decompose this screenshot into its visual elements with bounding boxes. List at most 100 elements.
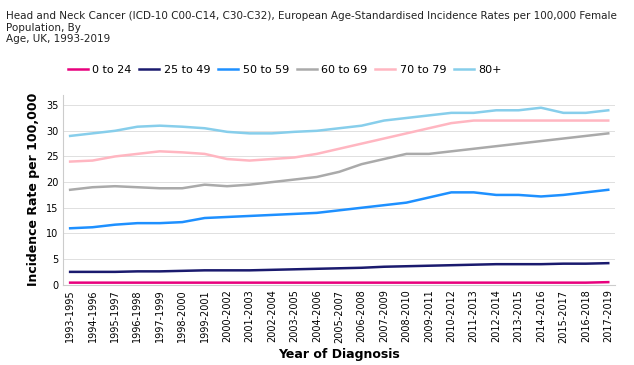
25 to 49 bbox=[380, 265, 388, 269]
Line: 0 to 24: 0 to 24 bbox=[70, 282, 608, 283]
80+ bbox=[380, 118, 388, 123]
25 to 49 bbox=[201, 268, 209, 273]
25 to 49 bbox=[582, 261, 590, 266]
0 to 24 bbox=[313, 280, 321, 285]
80+ bbox=[67, 134, 74, 138]
60 to 69 bbox=[134, 185, 141, 189]
70 to 79 bbox=[290, 155, 298, 160]
60 to 69 bbox=[537, 139, 545, 143]
70 to 79 bbox=[134, 152, 141, 156]
60 to 69 bbox=[425, 152, 432, 156]
25 to 49 bbox=[313, 266, 321, 271]
80+ bbox=[604, 108, 612, 112]
0 to 24 bbox=[425, 280, 432, 285]
70 to 79 bbox=[537, 118, 545, 123]
25 to 49 bbox=[178, 269, 186, 273]
70 to 79 bbox=[335, 147, 343, 151]
Line: 60 to 69: 60 to 69 bbox=[70, 133, 608, 190]
Line: 80+: 80+ bbox=[70, 108, 608, 136]
Legend: 0 to 24, 25 to 49, 50 to 59, 60 to 69, 70 to 79, 80+: 0 to 24, 25 to 49, 50 to 59, 60 to 69, 7… bbox=[63, 61, 506, 80]
0 to 24 bbox=[335, 280, 343, 285]
80+ bbox=[537, 105, 545, 110]
0 to 24 bbox=[111, 280, 119, 285]
0 to 24 bbox=[89, 280, 96, 285]
25 to 49 bbox=[134, 269, 141, 273]
60 to 69 bbox=[335, 170, 343, 174]
70 to 79 bbox=[223, 157, 231, 161]
25 to 49 bbox=[604, 261, 612, 265]
0 to 24 bbox=[493, 280, 500, 285]
80+ bbox=[425, 113, 432, 118]
70 to 79 bbox=[425, 126, 432, 130]
60 to 69 bbox=[515, 142, 522, 146]
25 to 49 bbox=[89, 270, 96, 274]
60 to 69 bbox=[560, 136, 567, 141]
80+ bbox=[201, 126, 209, 130]
70 to 79 bbox=[560, 118, 567, 123]
50 to 59 bbox=[470, 190, 477, 195]
80+ bbox=[268, 131, 276, 135]
70 to 79 bbox=[156, 149, 164, 154]
80+ bbox=[290, 130, 298, 134]
0 to 24 bbox=[246, 280, 254, 285]
80+ bbox=[156, 123, 164, 128]
70 to 79 bbox=[515, 118, 522, 123]
0 to 24 bbox=[380, 280, 388, 285]
50 to 59 bbox=[89, 225, 96, 230]
0 to 24 bbox=[604, 280, 612, 284]
70 to 79 bbox=[268, 157, 276, 161]
70 to 79 bbox=[493, 118, 500, 123]
50 to 59 bbox=[403, 200, 410, 205]
60 to 69 bbox=[380, 157, 388, 161]
25 to 49 bbox=[403, 264, 410, 268]
25 to 49 bbox=[448, 263, 455, 268]
80+ bbox=[358, 123, 365, 128]
60 to 69 bbox=[67, 188, 74, 192]
80+ bbox=[223, 130, 231, 134]
60 to 69 bbox=[178, 186, 186, 191]
25 to 49 bbox=[67, 270, 74, 274]
50 to 59 bbox=[178, 220, 186, 224]
0 to 24 bbox=[156, 280, 164, 285]
80+ bbox=[560, 111, 567, 115]
70 to 79 bbox=[89, 158, 96, 163]
50 to 59 bbox=[111, 223, 119, 227]
50 to 59 bbox=[515, 193, 522, 197]
25 to 49 bbox=[335, 266, 343, 270]
80+ bbox=[493, 108, 500, 112]
80+ bbox=[403, 116, 410, 120]
60 to 69 bbox=[223, 184, 231, 188]
70 to 79 bbox=[403, 131, 410, 135]
50 to 59 bbox=[67, 226, 74, 230]
Line: 70 to 79: 70 to 79 bbox=[70, 120, 608, 162]
50 to 59 bbox=[560, 193, 567, 197]
0 to 24 bbox=[358, 280, 365, 285]
50 to 59 bbox=[201, 216, 209, 220]
60 to 69 bbox=[290, 177, 298, 182]
70 to 79 bbox=[246, 158, 254, 163]
25 to 49 bbox=[515, 262, 522, 266]
60 to 69 bbox=[111, 184, 119, 188]
25 to 49 bbox=[268, 268, 276, 272]
0 to 24 bbox=[223, 280, 231, 285]
0 to 24 bbox=[290, 280, 298, 285]
80+ bbox=[89, 131, 96, 135]
0 to 24 bbox=[201, 280, 209, 285]
80+ bbox=[582, 111, 590, 115]
0 to 24 bbox=[268, 280, 276, 285]
60 to 69 bbox=[89, 185, 96, 189]
70 to 79 bbox=[111, 154, 119, 159]
80+ bbox=[335, 126, 343, 130]
50 to 59 bbox=[290, 212, 298, 216]
0 to 24 bbox=[403, 280, 410, 285]
50 to 59 bbox=[223, 215, 231, 219]
0 to 24 bbox=[448, 280, 455, 285]
80+ bbox=[515, 108, 522, 112]
25 to 49 bbox=[470, 262, 477, 267]
60 to 69 bbox=[313, 175, 321, 179]
60 to 69 bbox=[448, 149, 455, 154]
25 to 49 bbox=[223, 268, 231, 273]
50 to 59 bbox=[335, 208, 343, 212]
70 to 79 bbox=[582, 118, 590, 123]
50 to 59 bbox=[448, 190, 455, 195]
